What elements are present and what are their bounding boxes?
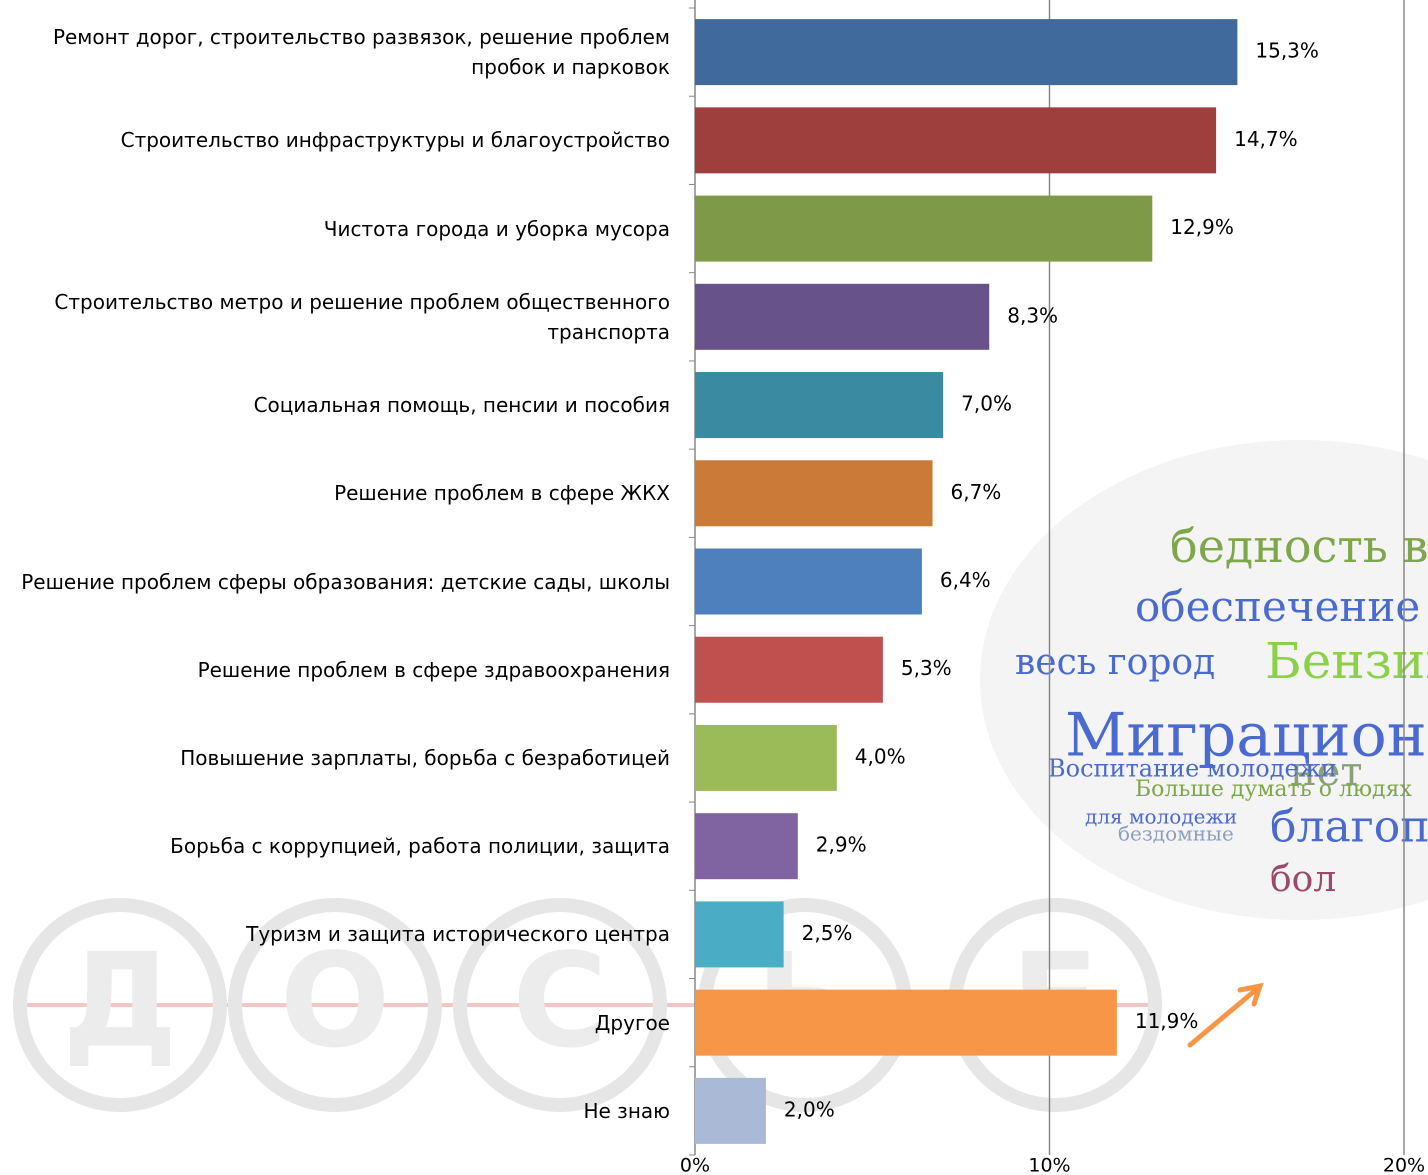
category-label: Другое	[594, 1010, 670, 1035]
bar	[695, 19, 1238, 86]
category-label: Социальная помощь, пенсии и пособия	[253, 393, 670, 418]
watermark-letter: Д	[62, 925, 178, 1077]
word-cloud-word: Больше думать о людях	[1135, 777, 1412, 802]
value-label: 2,0%	[784, 1097, 835, 1121]
bar	[695, 813, 798, 880]
watermark-letter: О	[280, 925, 391, 1077]
bar	[695, 636, 883, 703]
category-label: Ремонт дорог, строительство развязок, ре…	[52, 25, 670, 80]
x-tick-label: 10%	[1028, 1155, 1070, 1175]
category-label: Решение проблем в сфере ЖКХ	[334, 481, 670, 506]
category-label: Чистота города и уборка мусора	[323, 216, 670, 241]
category-label: Не знаю	[583, 1098, 670, 1123]
category-label: Борьба с коррупцией, работа полиции, защ…	[170, 834, 670, 859]
bar	[695, 107, 1217, 174]
word-cloud-word: обеспечение	[1135, 582, 1420, 631]
value-label: 6,4%	[940, 568, 991, 592]
bar	[695, 901, 784, 968]
value-label: 11,9%	[1135, 1009, 1199, 1033]
category-label: Туризм и защита исторического центра	[246, 922, 670, 947]
word-cloud-word: бедность в	[1170, 519, 1428, 573]
watermark-letter: С	[512, 925, 607, 1077]
bar	[695, 1077, 766, 1144]
bar	[695, 372, 944, 439]
value-label: 14,7%	[1234, 127, 1298, 151]
word-cloud-word: Бензин	[1265, 632, 1428, 690]
value-label: 2,5%	[802, 921, 853, 945]
category-label: Строительство инфраструктуры и благоустр…	[120, 128, 670, 153]
word-cloud-word: Миграционн	[1065, 701, 1428, 771]
category-label: Повышение зарплаты, борьба с безработице…	[180, 745, 670, 770]
value-label: 2,9%	[816, 833, 867, 857]
word-cloud-word: благоприятные ус	[1270, 802, 1428, 853]
bar	[695, 724, 837, 791]
x-tick-label: 0%	[680, 1155, 710, 1175]
bar	[695, 548, 922, 615]
word-cloud-word: для молодежи	[1085, 805, 1237, 829]
word-cloud-word: бол	[1270, 859, 1336, 900]
value-label: 6,7%	[951, 480, 1002, 504]
plot: 0% 10% 20% 15,3% 14,7% 12,9% 8,3% 7,0% 6,7% 6,4% 5…	[680, 0, 1425, 1175]
word-cloud-word: нет	[1290, 749, 1362, 795]
bar	[695, 283, 990, 350]
value-label: 8,3%	[1007, 303, 1058, 327]
value-label: 15,3%	[1255, 39, 1319, 63]
arrow	[1187, 982, 1264, 1048]
category-label: Строительство метро и решение проблем об…	[54, 289, 670, 344]
watermark-circle	[228, 898, 442, 1112]
category-label: Решение проблем сферы образования: детск…	[21, 569, 670, 594]
value-label: 7,0%	[961, 392, 1012, 416]
x-tick-label: 20%	[1383, 1155, 1425, 1175]
word-cloud-word: Воспитание молодежи	[1048, 755, 1337, 783]
value-label: 5,3%	[901, 656, 952, 680]
watermark-circle	[453, 898, 667, 1112]
category-label: Решение проблем в сфере здравоохранения	[197, 657, 670, 682]
bar	[695, 195, 1153, 262]
word-cloud-word: весь город	[1015, 642, 1215, 683]
word-cloud	[980, 440, 1428, 920]
value-label: 4,0%	[855, 744, 906, 768]
value-label: 12,9%	[1170, 215, 1234, 239]
word-cloud-word: бездомные	[1118, 822, 1234, 846]
bar	[695, 460, 933, 527]
bar	[695, 989, 1117, 1056]
watermark-circle	[13, 898, 227, 1112]
